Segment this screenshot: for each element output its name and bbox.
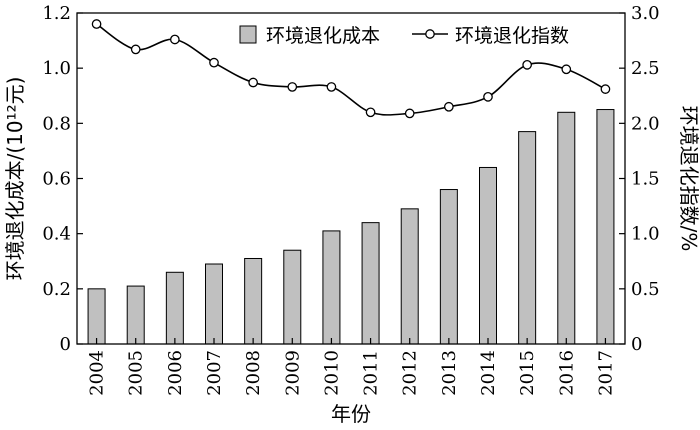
legend: 环境退化成本 环境退化指数 — [239, 25, 569, 47]
x-tick-label: 2011 — [361, 350, 382, 396]
bar — [557, 111, 576, 345]
right-tick-label: 1.0 — [631, 224, 660, 245]
bar — [205, 263, 223, 345]
x-tick-label: 2013 — [439, 350, 460, 396]
left-tick-label: 0.4 — [42, 224, 71, 245]
bar — [518, 131, 537, 345]
data-point — [130, 44, 141, 55]
legend-bar-swatch — [239, 25, 257, 44]
data-point — [170, 34, 180, 45]
x-tick-label: 2014 — [478, 350, 499, 396]
x-axis-ticks: 2004 2005 2006 2007 2008 2009 2010 2011 2012 2013… — [87, 338, 616, 396]
left-tick-label: 1.0 — [42, 58, 71, 79]
left-axis-ticks: 0 0.2 0.4 0.6 0.8 1.0 1.2 — [42, 3, 83, 355]
bar — [126, 285, 145, 345]
right-tick-label: 2.0 — [631, 113, 660, 134]
left-tick-label: 0.2 — [42, 279, 71, 300]
x-tick-label: 2004 — [87, 350, 108, 396]
x-tick-label: 2016 — [556, 350, 577, 396]
left-tick-label: 1.2 — [42, 3, 71, 24]
x-axis-title: 年份 — [331, 402, 371, 426]
left-tick-label: 0.6 — [42, 169, 71, 190]
left-tick-label: 0.8 — [42, 113, 71, 134]
x-tick-label: 2006 — [165, 350, 186, 396]
bar — [479, 166, 497, 345]
data-point — [365, 107, 376, 118]
x-tick-label: 2015 — [517, 350, 538, 396]
bar — [87, 288, 106, 345]
bar — [244, 257, 263, 345]
data-point — [483, 92, 493, 102]
data-point — [326, 82, 337, 92]
x-tick-label: 2012 — [400, 350, 421, 396]
left-tick-label: 0 — [60, 334, 71, 355]
bar — [361, 222, 380, 345]
data-point — [561, 64, 572, 75]
x-tick-label: 2007 — [204, 350, 225, 396]
right-axis-ticks: 0 0.5 1.0 1.5 2.0 2.5 3.0 — [619, 3, 660, 355]
data-point — [600, 84, 611, 94]
right-tick-label: 0 — [631, 334, 642, 355]
legend-bar-label: 环境退化成本 — [266, 25, 380, 47]
bar — [439, 189, 458, 345]
x-tick-label: 2017 — [595, 350, 616, 396]
line-series — [91, 19, 611, 119]
right-tick-label: 0.5 — [631, 279, 660, 300]
data-point — [522, 60, 532, 70]
data-point — [209, 57, 219, 68]
bar — [165, 271, 184, 345]
x-tick-label: 2010 — [321, 350, 342, 396]
x-tick-label: 2008 — [243, 350, 264, 396]
bar — [400, 208, 419, 345]
bar — [322, 230, 341, 345]
data-point — [287, 82, 298, 92]
data-point — [444, 101, 454, 112]
right-tick-label: 2.5 — [631, 58, 660, 79]
right-tick-label: 1.5 — [631, 169, 660, 190]
bar-series — [87, 109, 615, 345]
y-axis-left-title: 环境退化成本/(10¹²元) — [3, 77, 27, 281]
bar — [283, 249, 302, 345]
x-tick-label: 2009 — [282, 350, 303, 396]
data-point — [404, 108, 415, 119]
right-tick-label: 3.0 — [631, 3, 660, 24]
bar — [596, 109, 615, 345]
legend-line-label: 环境退化指数 — [455, 25, 569, 47]
data-point — [91, 19, 102, 29]
y-axis-right-title: 环境退化指数/% — [677, 106, 700, 252]
data-point — [248, 77, 258, 88]
x-tick-label: 2005 — [126, 350, 147, 396]
legend-line-marker — [425, 29, 435, 39]
